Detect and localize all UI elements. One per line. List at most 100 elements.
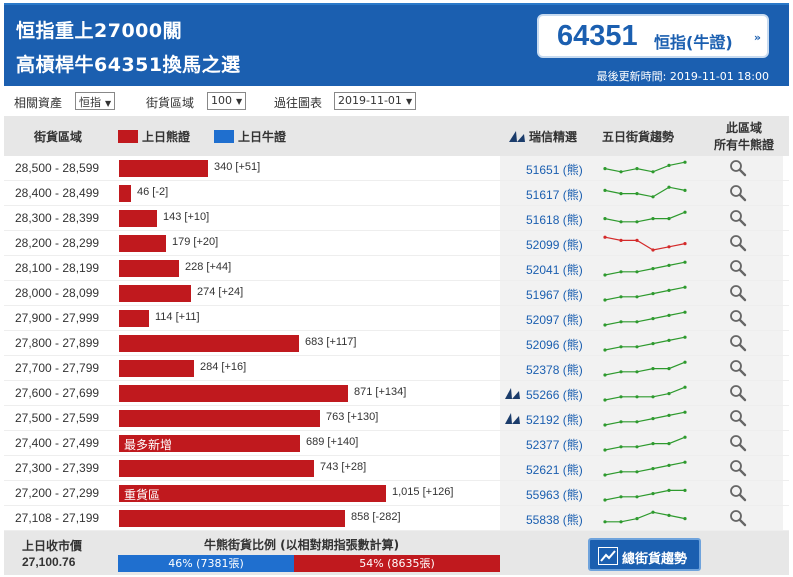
total-trend-button[interactable]: 總街貨趨勢	[588, 538, 701, 571]
warrant-code-link[interactable]: 55838 (熊)	[526, 513, 583, 527]
street-stock-table: 28,500 - 28,599 340 [+51] 51651 (熊) 28,400 …	[4, 156, 789, 531]
warrant-code-link[interactable]: 55266 (熊)	[526, 388, 583, 402]
featured-warrant-button[interactable]: 64351 恒指(牛證) »	[537, 14, 769, 58]
bear-bar	[119, 210, 157, 227]
magnifier-icon[interactable]	[729, 409, 747, 427]
bear-bar	[119, 160, 208, 177]
five-day-trend-sparkline	[603, 210, 687, 224]
warrant-code-link[interactable]: 52192 (熊)	[526, 413, 583, 427]
table-row: 27,900 - 27,999 114 [+11] 52097 (熊)	[4, 306, 789, 331]
bar-value: 340 [+51]	[214, 161, 261, 173]
magnifier-icon[interactable]	[729, 159, 747, 177]
row-right-cell	[500, 406, 783, 430]
magnifier-icon[interactable]	[729, 434, 747, 452]
five-day-trend-sparkline	[603, 310, 687, 327]
row-right-cell	[500, 356, 783, 380]
bar-value: 284 [+16]	[200, 361, 247, 373]
five-day-trend-sparkline	[603, 260, 687, 277]
magnifier-icon[interactable]	[729, 209, 747, 227]
warrant-code-link[interactable]: 52377 (熊)	[526, 438, 583, 452]
bull-bear-ratio-bar: 46% (7381張) 54% (8635張)	[118, 555, 500, 572]
bar-value: 689 [+140]	[306, 436, 359, 448]
row-range: 28,200 - 28,299	[15, 236, 100, 250]
warrant-code-link[interactable]: 52621 (熊)	[526, 463, 583, 477]
warrant-code-link[interactable]: 52097 (熊)	[526, 313, 583, 327]
magnifier-icon[interactable]	[729, 384, 747, 402]
table-row: 28,500 - 28,599 340 [+51] 51651 (熊)	[4, 156, 789, 181]
sails-logo-icon	[505, 413, 520, 424]
table-row: 27,300 - 27,399 743 [+28] 52621 (熊)	[4, 456, 789, 481]
five-day-trend-sparkline	[603, 235, 687, 252]
row-range: 27,108 - 27,199	[15, 511, 100, 525]
table-row: 28,300 - 28,399 143 [+10] 51618 (熊)	[4, 206, 789, 231]
warrant-code-link[interactable]: 52041 (熊)	[526, 263, 583, 277]
bull-ratio-segment: 46% (7381張)	[118, 555, 294, 572]
row-range: 28,400 - 28,499	[15, 186, 100, 200]
magnifier-icon[interactable]	[729, 459, 747, 477]
magnifier-icon[interactable]	[729, 284, 747, 302]
row-right-cell	[500, 256, 783, 280]
col-all-line1: 此區域	[725, 121, 762, 135]
banner-subtitle: 高槓桿牛64351換馬之選	[16, 54, 241, 76]
warrant-code-link[interactable]: 51618 (熊)	[526, 213, 583, 227]
bear-bar: 重貨區	[119, 485, 386, 502]
table-row: 28,000 - 28,099 274 [+24] 51967 (熊)	[4, 281, 789, 306]
magnifier-icon[interactable]	[729, 184, 747, 202]
asset-select-value: 恒指	[79, 96, 101, 109]
caret-down-icon: ▼	[236, 97, 243, 106]
magnifier-icon[interactable]	[729, 484, 747, 502]
bar-value: 683 [+117]	[305, 336, 357, 348]
warrant-code-link[interactable]: 51967 (熊)	[526, 288, 583, 302]
col-pick-label: 瑞信精選	[529, 130, 578, 144]
warrant-code-link[interactable]: 52099 (熊)	[526, 238, 583, 252]
table-row: 27,108 - 27,199 858 [-282] 55838 (熊)	[4, 506, 789, 531]
bear-bar	[119, 185, 131, 202]
col-pick: 瑞信精選	[508, 128, 577, 145]
magnifier-icon[interactable]	[729, 334, 747, 352]
row-right-cell	[500, 306, 783, 330]
warrant-code-link[interactable]: 55963 (熊)	[526, 488, 583, 502]
row-right-cell	[500, 431, 783, 455]
warrant-code-link[interactable]: 51651 (熊)	[526, 163, 583, 177]
magnifier-icon[interactable]	[729, 234, 747, 252]
magnifier-icon[interactable]	[729, 509, 747, 527]
past-date-value: 2019-11-01	[338, 94, 402, 107]
row-right-cell	[500, 156, 783, 180]
zone-select[interactable]: 100 ▼	[207, 92, 247, 110]
legend-bear-label: 上日熊證	[142, 130, 191, 144]
asset-select[interactable]: 恒指 ▼	[75, 92, 116, 110]
table-row: 27,700 - 27,799 284 [+16] 52378 (熊)	[4, 356, 789, 381]
col-all-line2: 所有牛熊證	[714, 138, 775, 152]
filter-bar: 相關資產 恒指 ▼ 街貨區域 100 ▼ 過往圖表 2019-11-01 ▼	[4, 86, 789, 116]
row-right-cell	[500, 456, 783, 480]
row-range: 28,500 - 28,599	[15, 161, 100, 175]
past-date-select[interactable]: 2019-11-01 ▼	[334, 92, 417, 110]
caret-down-icon: ▼	[105, 99, 112, 108]
bull-swatch	[214, 130, 234, 143]
bar-tag: 重貨區	[124, 488, 161, 502]
table-row: 28,400 - 28,499 46 [-2] 51617 (熊)	[4, 181, 789, 206]
bar-value: 274 [+24]	[197, 286, 244, 298]
magnifier-icon[interactable]	[729, 259, 747, 277]
bear-bar	[119, 410, 320, 427]
sails-logo-icon	[505, 388, 520, 399]
bar-value: 179 [+20]	[172, 236, 219, 248]
five-day-trend-sparkline	[603, 360, 687, 377]
last-updated: 最後更新時間: 2019-11-01 18:00	[596, 70, 769, 83]
warrant-code-link[interactable]: 51617 (熊)	[526, 188, 583, 202]
zone-select-value: 100	[211, 94, 232, 107]
row-range: 27,800 - 27,899	[15, 336, 100, 350]
five-day-trend-sparkline	[603, 460, 687, 477]
warrant-code-link[interactable]: 52378 (熊)	[526, 363, 583, 377]
row-range: 28,000 - 28,099	[15, 286, 100, 300]
table-row: 28,200 - 28,299 179 [+20] 52099 (熊)	[4, 231, 789, 256]
five-day-trend-sparkline	[603, 435, 687, 452]
bear-bar	[119, 285, 191, 302]
legend-bear: 上日熊證	[118, 128, 190, 145]
warrant-code-link[interactable]: 52096 (熊)	[526, 338, 583, 352]
magnifier-icon[interactable]	[729, 309, 747, 327]
magnifier-icon[interactable]	[729, 359, 747, 377]
col-range: 街貨區域	[34, 130, 83, 144]
bear-bar	[119, 360, 194, 377]
five-day-trend-sparkline	[603, 335, 687, 352]
